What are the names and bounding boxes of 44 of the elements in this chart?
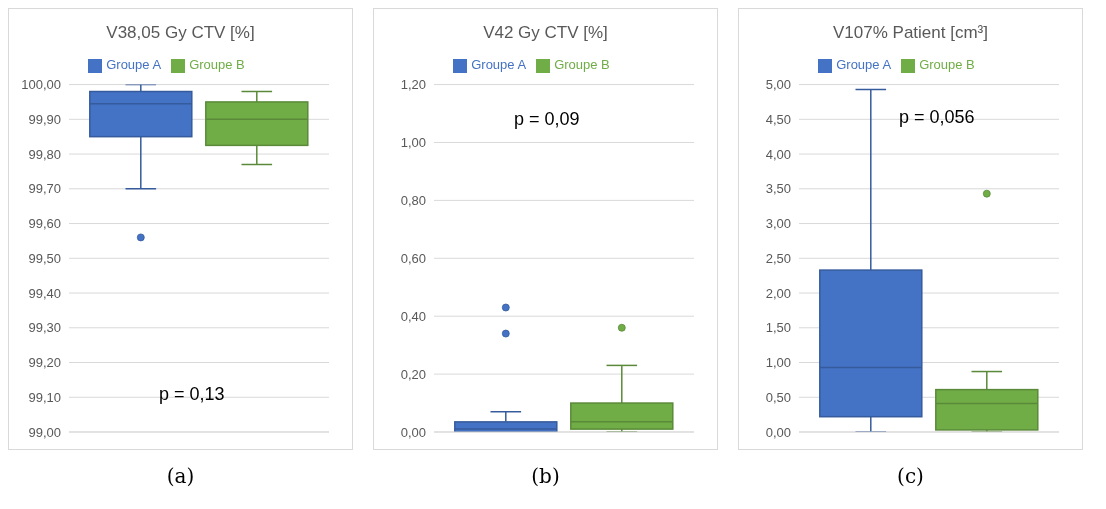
annotation: p = 0,09 (514, 109, 580, 130)
y-tick-label: 0,40 (400, 308, 426, 324)
y-tick-label: 0,60 (400, 250, 426, 266)
y-tick-label: 99,30 (28, 320, 61, 336)
y-tick-label: 99,20 (28, 355, 61, 371)
y-tick-label: 0,00 (400, 424, 426, 440)
text: (a) (165, 464, 196, 488)
annotation: p = 0,056 (899, 107, 975, 128)
chart-title: V38,05 Gy CTV [%] (105, 23, 256, 44)
y-tick-label: 2,00 (765, 285, 791, 301)
y-tick-label: 1,50 (765, 320, 791, 336)
chart-title: V107% Patient [cm³] (832, 23, 989, 44)
y-tick-label: 99,90 (28, 111, 61, 127)
y-tick-label: 99,60 (28, 216, 61, 232)
y-tick-label: 0,50 (765, 389, 791, 405)
y-tick-label: 0,00 (765, 424, 791, 440)
legend-label: Groupe B (919, 57, 975, 72)
y-tick-label: 5,00 (765, 77, 791, 93)
y-tick-label: 3,50 (765, 181, 791, 197)
y-tick-label: 99,00 (28, 424, 61, 440)
y-tick-label: 99,50 (28, 250, 61, 266)
legend-label: Groupe A (471, 57, 527, 72)
y-tick-label: 1,20 (400, 77, 426, 93)
y-tick-label: 100,00 (21, 77, 61, 93)
text: (b) (530, 464, 561, 488)
annotation: p = 0,13 (159, 384, 225, 405)
y-tick-label: 4,00 (765, 146, 791, 162)
y-tick-label: 99,40 (28, 285, 61, 301)
legend-label: Groupe A (836, 57, 892, 72)
y-tick-label: 0,20 (400, 366, 426, 382)
y-tick-label: 99,10 (28, 389, 61, 405)
y-tick-label: 3,00 (765, 216, 791, 232)
y-tick-label: 99,70 (28, 181, 61, 197)
legend-label: Groupe B (189, 57, 245, 72)
chart-title: V42 Gy CTV [%] (482, 23, 609, 44)
y-tick-label: 99,80 (28, 146, 61, 162)
y-tick-label: 0,80 (400, 192, 426, 208)
y-tick-label: 4,50 (765, 111, 791, 127)
text: (c) (896, 464, 925, 488)
legend-label: Groupe A (106, 57, 162, 72)
y-tick-label: 1,00 (765, 355, 791, 371)
y-tick-label: 2,50 (765, 250, 791, 266)
y-tick-label: 1,00 (400, 135, 426, 151)
legend-label: Groupe B (554, 57, 610, 72)
